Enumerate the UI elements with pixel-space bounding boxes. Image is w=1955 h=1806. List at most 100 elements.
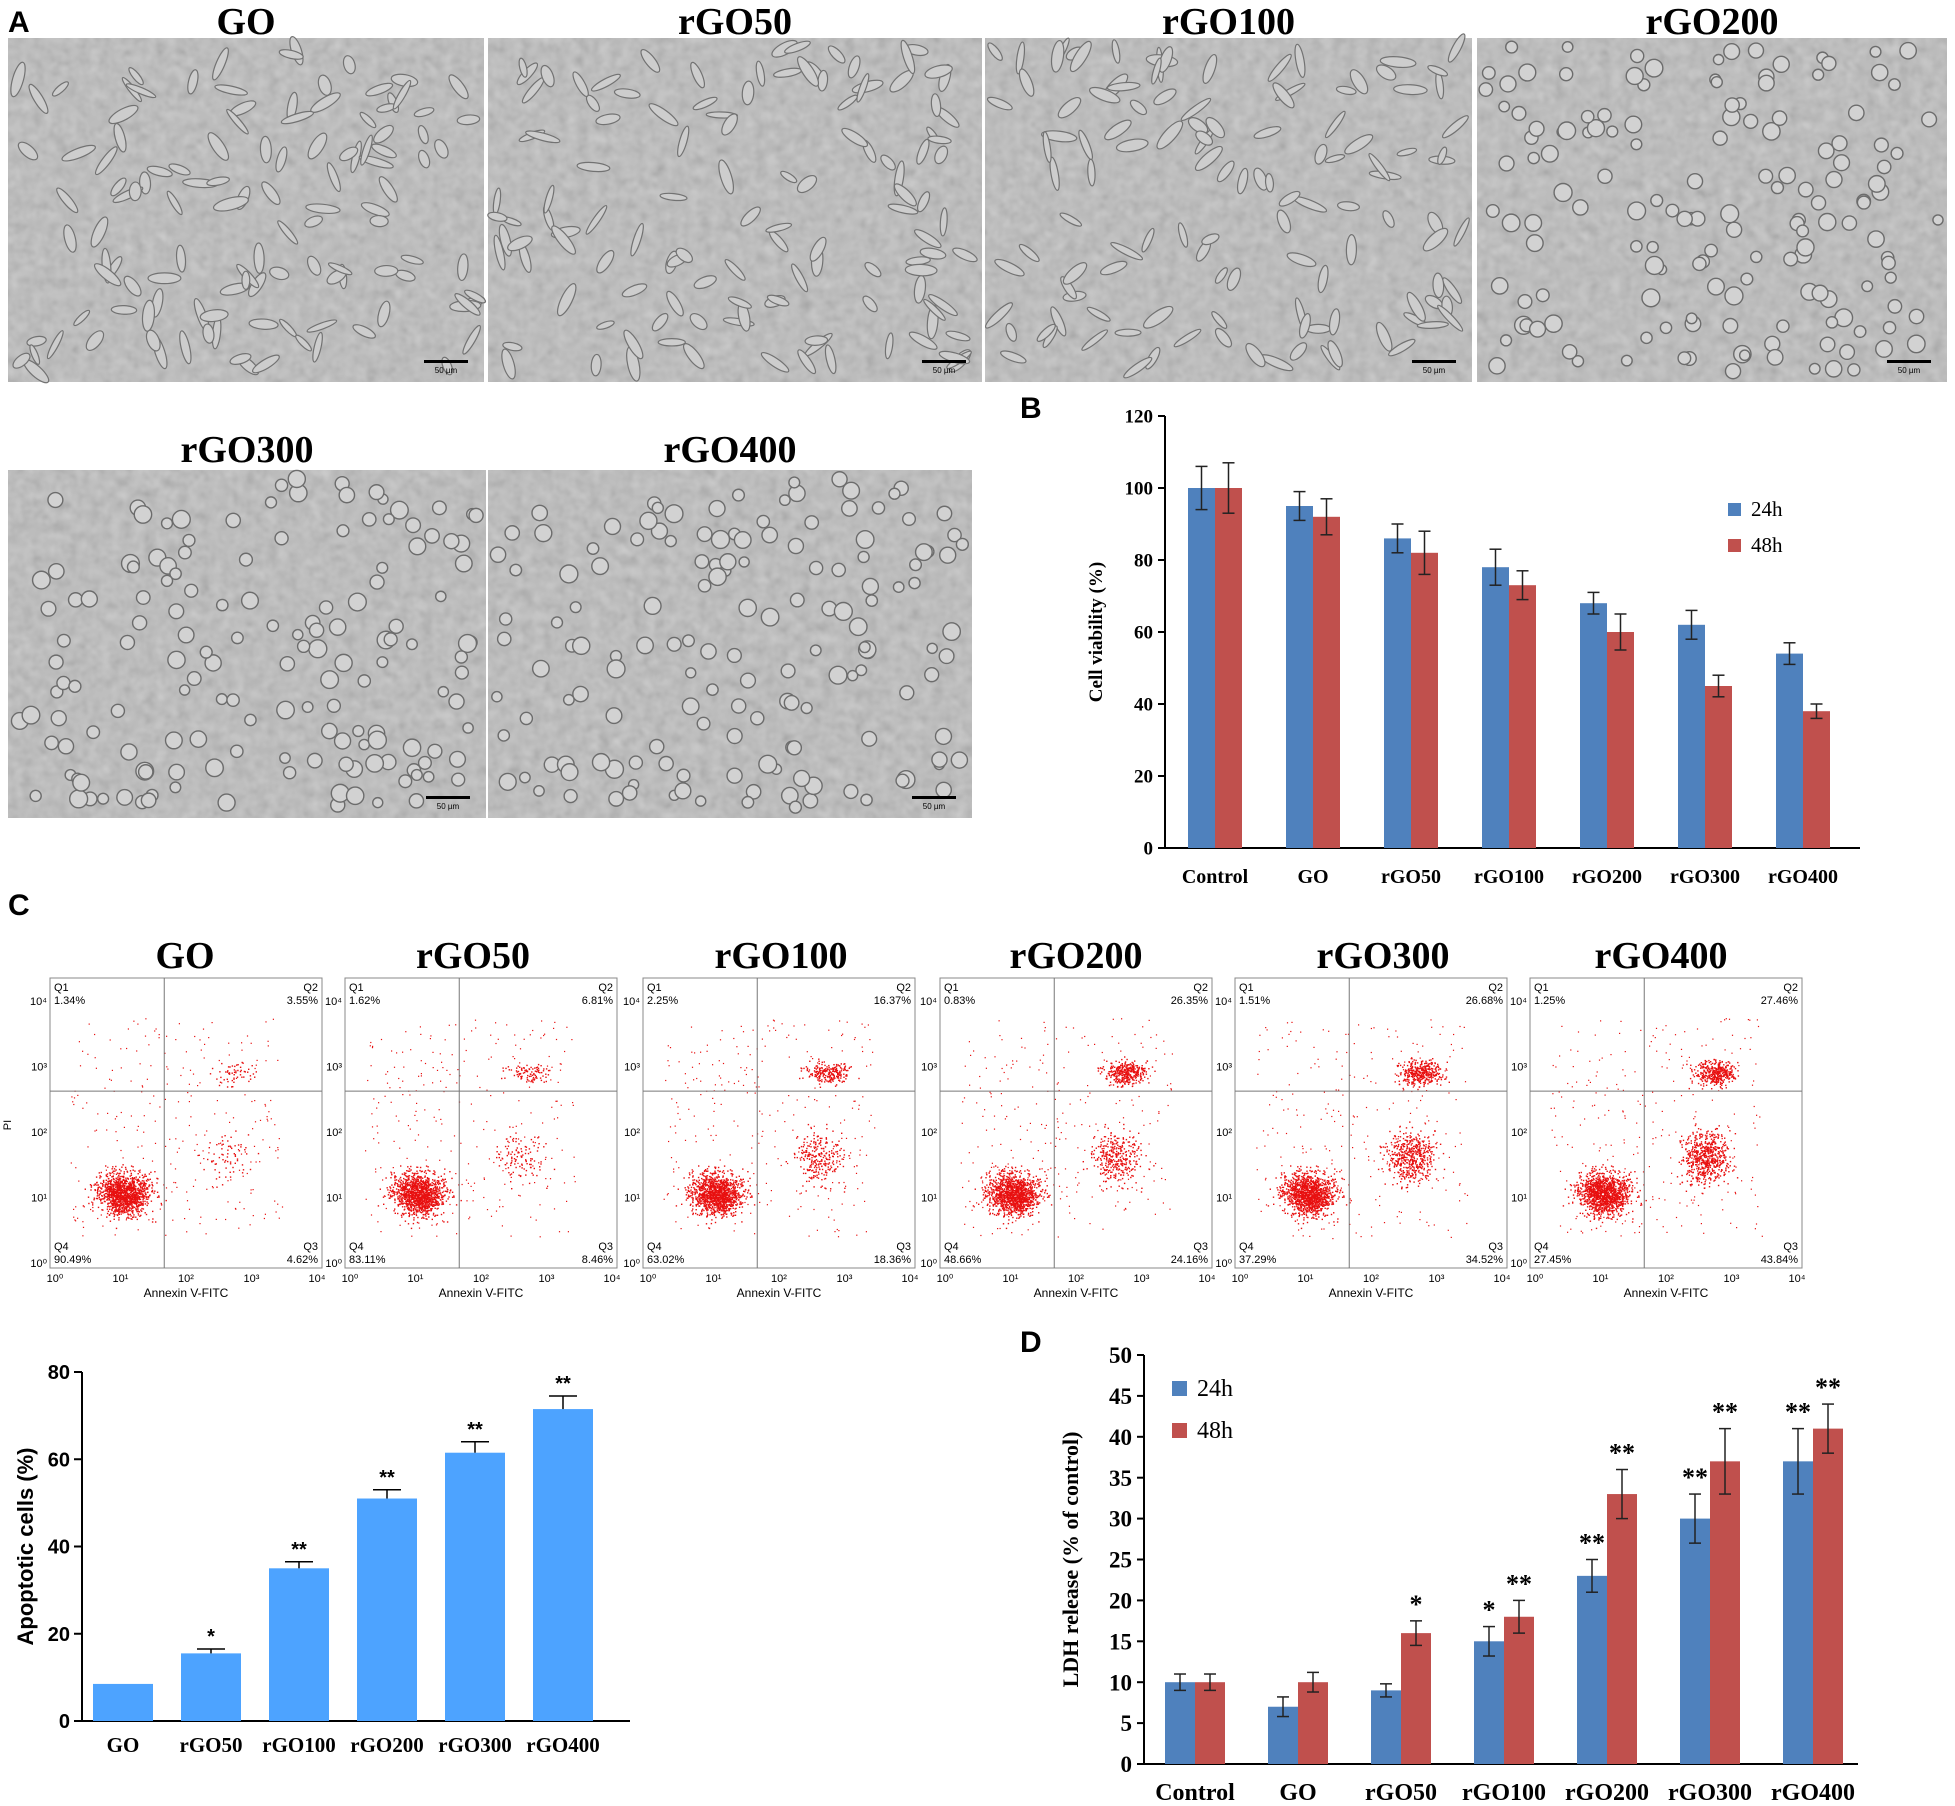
flow-dot bbox=[129, 1184, 132, 1187]
flow-dot bbox=[147, 1196, 150, 1199]
flow-dot bbox=[421, 1189, 423, 1191]
cell bbox=[462, 324, 481, 355]
flow-dot bbox=[427, 1183, 430, 1185]
cell bbox=[1650, 193, 1664, 208]
flow-dot bbox=[232, 1166, 234, 1169]
cell bbox=[596, 249, 615, 274]
flow-dot bbox=[96, 1181, 98, 1184]
cell bbox=[824, 344, 837, 375]
flow-dot bbox=[442, 1067, 444, 1069]
flow-dot bbox=[104, 1087, 106, 1089]
cell bbox=[1757, 74, 1775, 92]
flow-dot bbox=[516, 1071, 518, 1073]
cell bbox=[275, 146, 288, 173]
flow-dot bbox=[725, 1213, 727, 1215]
cell bbox=[67, 592, 84, 608]
flow-dot bbox=[197, 1154, 199, 1157]
flow-dot bbox=[435, 1187, 437, 1189]
flow-dot bbox=[403, 1066, 405, 1068]
flow-dot bbox=[221, 1140, 224, 1142]
flow-dot bbox=[441, 1187, 444, 1189]
cell bbox=[1797, 181, 1814, 198]
flow-dot bbox=[123, 1197, 125, 1199]
flow-dot bbox=[431, 1204, 433, 1207]
flow-dot bbox=[226, 1086, 229, 1088]
flow-dot bbox=[428, 1206, 430, 1209]
flow-dot bbox=[410, 1207, 413, 1209]
flow-dot bbox=[420, 1177, 422, 1179]
flow-dot bbox=[681, 1203, 683, 1205]
flow-dot bbox=[533, 1079, 535, 1081]
flow-dot bbox=[539, 1072, 541, 1074]
flow-dot bbox=[543, 1146, 545, 1148]
cell bbox=[908, 576, 921, 590]
flow-dot bbox=[120, 1187, 122, 1189]
cell bbox=[182, 533, 196, 547]
flow-dot bbox=[417, 1197, 419, 1199]
flow-dot bbox=[420, 1192, 423, 1194]
cell bbox=[205, 758, 224, 778]
cell bbox=[454, 293, 481, 316]
cell bbox=[212, 196, 249, 212]
cell bbox=[215, 693, 228, 706]
flow-dot bbox=[188, 1101, 190, 1103]
cell bbox=[710, 529, 731, 550]
cell bbox=[226, 108, 249, 135]
flow-dot bbox=[123, 1188, 126, 1190]
cell bbox=[831, 471, 848, 488]
flow-dot bbox=[166, 1035, 168, 1037]
cell bbox=[658, 755, 674, 772]
cell bbox=[405, 638, 418, 651]
flow-dot bbox=[530, 1066, 532, 1069]
flow-dot bbox=[137, 1207, 139, 1209]
cell bbox=[1685, 312, 1698, 325]
flow-dot bbox=[512, 1139, 514, 1141]
flow-dot bbox=[516, 1147, 518, 1149]
cell bbox=[342, 55, 356, 75]
flow-dot bbox=[145, 1196, 147, 1198]
flow-dot bbox=[515, 1125, 517, 1127]
cell bbox=[1819, 336, 1836, 353]
flow-dot bbox=[419, 1181, 422, 1183]
flow-dot bbox=[545, 1076, 547, 1078]
flow-dot bbox=[115, 1205, 117, 1207]
flow-dot bbox=[501, 1157, 503, 1159]
flow-dot bbox=[118, 1199, 120, 1201]
flow-dot bbox=[534, 1070, 537, 1072]
flow-dot bbox=[117, 1195, 120, 1198]
flow-dot bbox=[204, 1134, 206, 1136]
y-tick-label: 10⁰ bbox=[30, 1258, 47, 1270]
flow-dot bbox=[116, 1202, 118, 1204]
cell bbox=[893, 183, 917, 207]
flow-dot bbox=[133, 1214, 135, 1216]
flow-dot bbox=[135, 1197, 137, 1199]
bar-48h bbox=[1607, 632, 1634, 848]
flow-dot bbox=[215, 1178, 218, 1180]
flow-dot bbox=[97, 1206, 100, 1209]
cell bbox=[291, 628, 304, 641]
cell bbox=[279, 752, 291, 764]
cell bbox=[525, 130, 561, 144]
flow-dot bbox=[227, 1180, 229, 1182]
flow-dot bbox=[143, 1185, 145, 1187]
flow-dot bbox=[502, 1170, 504, 1172]
cell bbox=[410, 768, 423, 782]
cell bbox=[365, 753, 385, 773]
flow-dot bbox=[433, 1170, 435, 1172]
flow-dot bbox=[202, 1150, 204, 1152]
cell bbox=[1151, 57, 1162, 85]
flow-dot bbox=[229, 1163, 232, 1165]
cell bbox=[1368, 152, 1391, 182]
flow-dot bbox=[444, 1194, 446, 1196]
flow-dot bbox=[92, 1206, 94, 1209]
flow-dot bbox=[125, 1219, 127, 1221]
flow-dot bbox=[742, 1202, 744, 1204]
flow-dot bbox=[78, 1180, 80, 1182]
cell bbox=[186, 671, 202, 687]
q1-value: 1.62% bbox=[349, 995, 380, 1007]
cell bbox=[1393, 84, 1428, 96]
flow-dot bbox=[710, 1222, 713, 1225]
cell bbox=[229, 353, 252, 365]
flow-dot bbox=[130, 1177, 132, 1180]
